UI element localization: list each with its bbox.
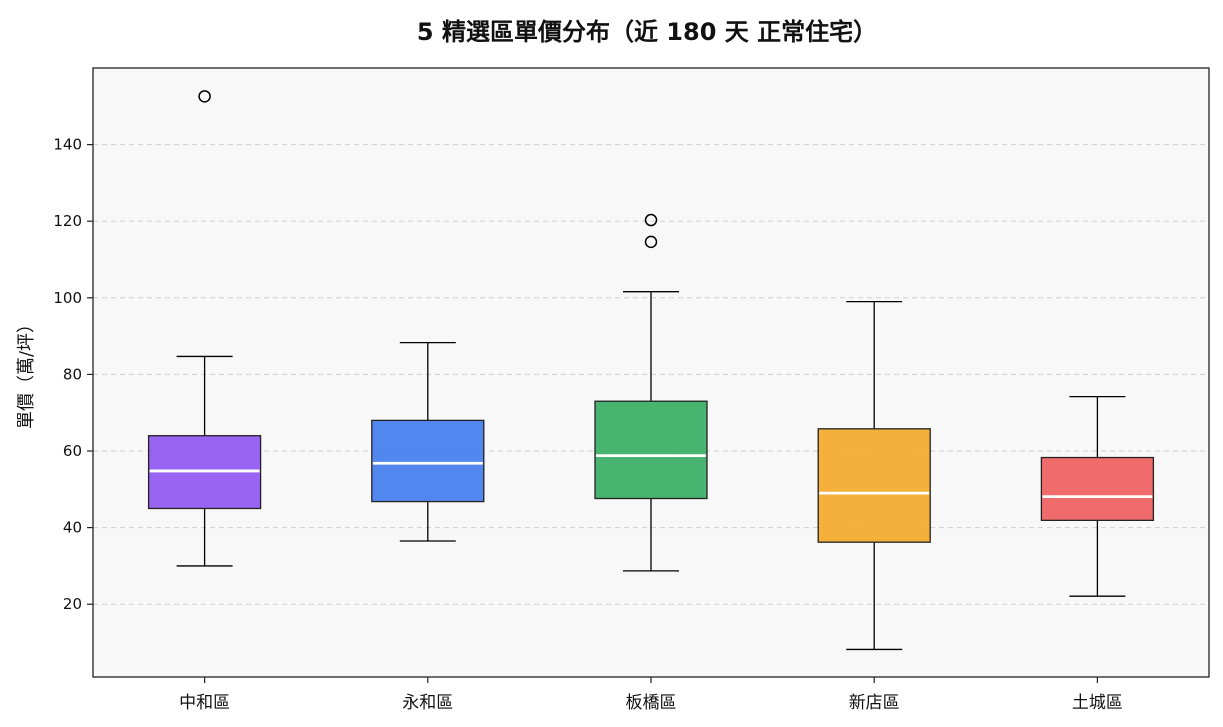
box-group-3: [594, 213, 708, 572]
y-tick-label: 40: [63, 519, 82, 537]
y-tick-label: 60: [63, 442, 82, 460]
box-group-4: [817, 300, 931, 651]
outlier-point: [198, 90, 211, 103]
chart-title: 5 精選區單價分布（近 180 天 正常住宅）: [417, 18, 877, 46]
box-group-1: [147, 90, 262, 567]
iqr-box: [371, 419, 485, 503]
y-tick-label: 100: [53, 289, 82, 307]
y-axis-label: 單價（萬/坪）: [16, 315, 37, 429]
iqr-box: [817, 428, 931, 543]
y-tick-label: 80: [63, 365, 82, 383]
x-tick-label: 中和區: [179, 693, 230, 713]
iqr-box: [594, 400, 708, 500]
x-tick-label: 新店區: [849, 693, 900, 713]
y-tick-label: 20: [63, 595, 82, 613]
x-tick-label: 板橋區: [626, 693, 677, 713]
y-tick-label: 120: [53, 212, 82, 230]
axes: 20 40 60 80 100 120 140 中和區 永和區 板橋區 新店區 土城區: [53, 136, 1123, 713]
box-group-2: [371, 341, 485, 542]
x-tick-label: 永和區: [402, 693, 453, 713]
x-tick-label: 土城區: [1072, 693, 1123, 713]
iqr-box: [1040, 456, 1155, 521]
y-tick-label: 140: [53, 136, 82, 154]
box-marks: [147, 90, 1155, 651]
outlier-point: [644, 213, 658, 227]
outlier-point: [644, 235, 658, 249]
box-group-5: [1040, 395, 1155, 597]
